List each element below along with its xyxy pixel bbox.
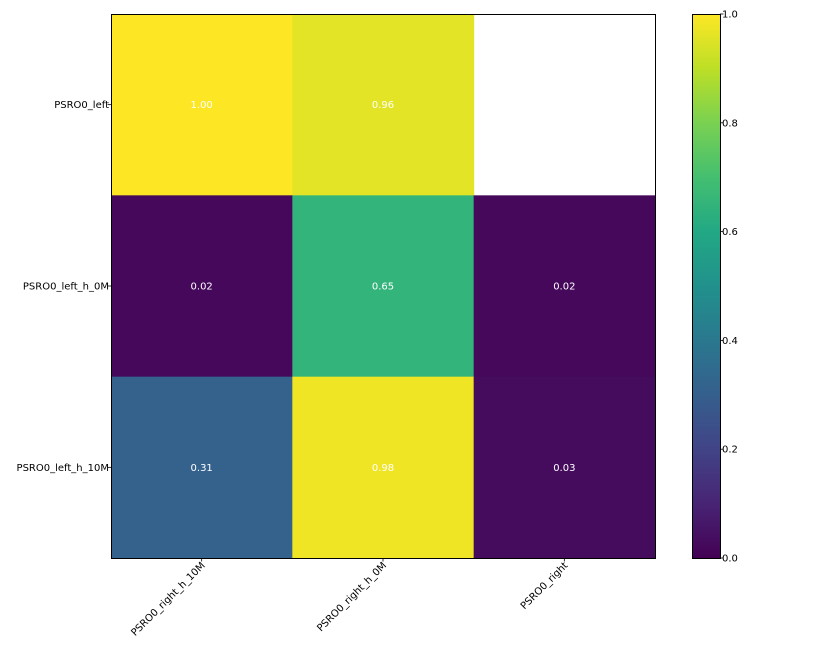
heatmap-cell [473,195,656,378]
heatmap-cell [292,14,475,196]
x-tick-label: PSRO0_right_h_10M [129,560,207,638]
cell-value-label: 0.96 [372,100,394,111]
heatmap-cell [292,376,475,559]
colorbar-tick-label: 0.6 [722,227,738,238]
heatmap-cell [111,14,293,196]
colorbar-frame [692,14,721,559]
heatmap-cells [111,14,656,559]
cell-value-label: 0.98 [372,463,394,474]
x-axis: PSRO0_right_h_10M PSRO0_right_h_0M PSRO0_r… [129,558,571,639]
y-tick-label: PSRO0_left [54,100,109,111]
cell-value-label: 0.03 [553,463,575,474]
y-tick-label: PSRO0_left_h_10M [17,463,109,474]
heatmap-cell [111,376,293,559]
colorbar-tick-label: 1.0 [722,10,738,21]
colorbar-gradient [692,14,720,558]
cell-value-label: 0.02 [553,282,575,293]
heatmap-cell [292,195,475,378]
colorbar: 0.0 0.2 0.4 0.6 0.8 1.0 [692,10,738,565]
heatmap-cell-labels: 1.00 0.96 0.02 0.65 0.02 0.31 0.98 0.03 [191,100,576,474]
colorbar-ticks: 0.0 0.2 0.4 0.6 0.8 1.0 [720,10,738,565]
y-tick-label: PSRO0_left_h_0M [23,282,109,293]
x-tick-label: PSRO0_right [519,560,571,612]
y-axis: PSRO0_left PSRO0_left_h_0M PSRO0_left_h_10… [17,100,111,474]
colorbar-tick-label: 0.2 [722,445,738,456]
heatmap-cell [111,195,293,378]
colorbar-tick-label: 0.0 [722,554,738,565]
cell-value-label: 0.65 [372,282,394,293]
cell-value-label: 0.31 [191,463,213,474]
x-tick-label: PSRO0_right_h_0M [315,560,389,634]
cell-value-label: 0.02 [191,282,213,293]
cell-value-label: 1.00 [191,100,213,111]
colorbar-tick-label: 0.4 [722,336,738,347]
heatmap-cell [473,376,656,559]
colorbar-tick-label: 0.8 [722,118,738,129]
plot-frame [111,14,656,559]
